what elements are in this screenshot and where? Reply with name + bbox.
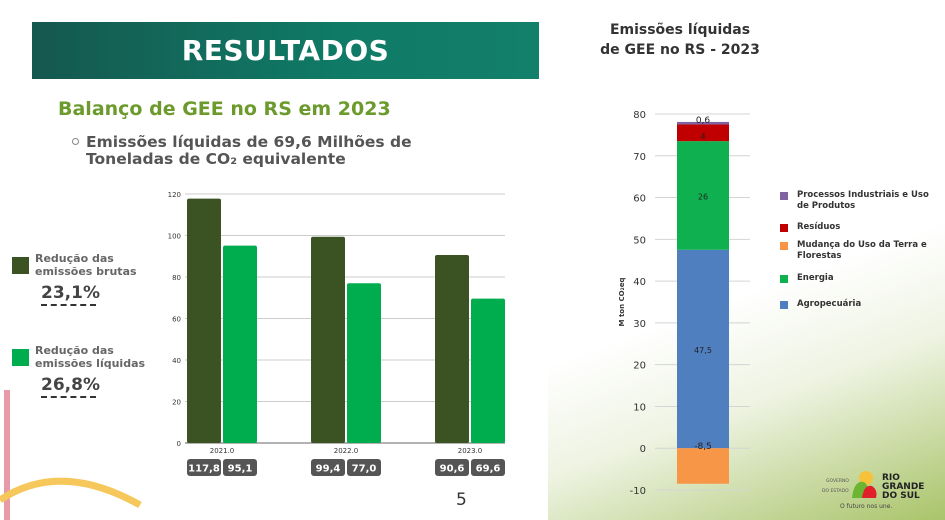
summary-label: Redução das emissões brutas: [35, 252, 137, 278]
value-label: 77,0: [352, 464, 377, 475]
svg-text:DO SUL: DO SUL: [882, 491, 920, 501]
value-label: 90,6: [440, 464, 465, 475]
bar: [311, 236, 345, 443]
y-tick-label: 0: [640, 444, 646, 455]
value-badge: [311, 459, 345, 476]
summary-value: 23,1%: [41, 283, 100, 306]
y-tick-label: 60: [172, 316, 181, 324]
svg-text:GOVERNO: GOVERNO: [826, 478, 849, 484]
bullet-text: Emissões líquidas de 69,6 Milhões de Ton…: [86, 133, 412, 168]
legend-swatch: [780, 242, 788, 250]
value-badge: [435, 459, 469, 476]
slide-subtitle: Balanço de GEE no RS em 2023: [58, 98, 391, 120]
summary-gross: Redução das emissões brutas 23,1%: [12, 252, 152, 306]
y-tick-label: 20: [633, 361, 646, 372]
bullet-icon: [72, 138, 79, 145]
y-tick-label: -10: [630, 486, 646, 497]
x-tick-label: 2022.0: [334, 447, 359, 455]
bar: [223, 245, 257, 443]
summary-net: Redução das emissões líquidas 26,8%: [12, 344, 152, 398]
segment-label: 47,5: [694, 346, 712, 355]
y-tick-label: 70: [633, 152, 646, 163]
value-badge: [223, 459, 257, 476]
chart-title: Emissões líquidas de GEE no RS - 2023: [600, 22, 760, 58]
bar: [347, 283, 381, 443]
bar-segment: [677, 249, 729, 449]
value-label: 95,1: [228, 464, 253, 475]
segment-label: 26: [698, 192, 708, 201]
y-tick-label: 50: [633, 235, 646, 246]
legend-item: Agropecuária: [780, 299, 930, 310]
svg-text:DO ESTADO: DO ESTADO: [822, 488, 849, 494]
bar-segment: [677, 448, 729, 484]
segment-label: 0,6: [696, 116, 711, 126]
value-label: 117,8: [188, 464, 220, 475]
y-tick-label: 100: [168, 233, 181, 241]
legend-swatch: [780, 275, 788, 283]
y-tick-label: 60: [633, 194, 646, 205]
legend-swatch: [780, 192, 788, 200]
y-axis-label: M ton CO₂eq: [618, 278, 626, 327]
y-tick-label: 80: [172, 274, 181, 282]
government-logo: GOVERNO DO ESTADO RIO GRANDE DO SUL O fu…: [818, 468, 928, 514]
y-tick-label: 40: [633, 277, 646, 288]
legend-swatch: [780, 224, 788, 232]
legend-label: Mudança do Uso da Terra e Florestas: [797, 240, 927, 261]
bar: [471, 298, 505, 443]
value-badge: [347, 459, 381, 476]
legend-item: Mudança do Uso da Terra e Florestas: [780, 240, 930, 262]
bar: [435, 255, 469, 443]
legend-swatch: [12, 349, 29, 366]
x-tick-label: 2023.0: [458, 447, 483, 455]
logo-slogan: O futuro nos une.: [840, 503, 892, 510]
y-tick-label: 80: [633, 110, 646, 121]
decorative-shapes: [0, 390, 142, 520]
y-tick-label: 120: [168, 191, 181, 199]
legend-label: Energia: [797, 273, 834, 283]
legend-swatch: [12, 257, 29, 274]
segment-label: 4: [700, 132, 705, 141]
bar-segment: [677, 121, 729, 125]
legend-item: Processos Industriais e Uso de Produtos: [780, 190, 930, 212]
y-tick-label: 40: [172, 357, 181, 365]
legend-item: Resíduos: [780, 222, 930, 233]
segment-label: -8,5: [694, 442, 712, 452]
svg-text:GRANDE: GRANDE: [882, 482, 924, 492]
legend-label: Resíduos: [797, 222, 841, 232]
y-tick-label: 30: [633, 319, 646, 330]
right-panel-background: [548, 0, 945, 520]
summary-label: Redução das emissões líquidas: [35, 344, 146, 370]
value-label: 99,4: [316, 464, 341, 475]
value-badge: [471, 459, 505, 476]
legend-label: Processos Industriais e Uso de Produtos: [797, 190, 929, 211]
section-banner: RESULTADOS: [32, 22, 539, 79]
y-tick-label: 10: [633, 402, 646, 413]
legend-swatch: [780, 301, 788, 309]
emissions-bar-chart: 0 20 40 60 80 100 120 117,8 95,1 2021.0 99,4 77,0 20…: [168, 191, 505, 476]
legend-item: Energia: [780, 273, 930, 284]
bar: [187, 198, 221, 443]
x-tick-label: 2021.0: [210, 447, 235, 455]
stacked-emissions-chart: -10 0 10 20 30 40 50 60 70 80 M ton CO₂eq 47,5 26 4 0,…: [618, 110, 750, 497]
bullet-item: Emissões líquidas de 69,6 Milhões de Ton…: [72, 134, 432, 168]
bar-segment: [677, 141, 729, 250]
bar-segment: [677, 124, 729, 142]
y-tick-label: 0: [177, 440, 181, 448]
page-number: 5: [456, 490, 467, 510]
value-badge: [187, 459, 221, 476]
value-label: 69,6: [476, 464, 501, 475]
legend-label: Agropecuária: [797, 299, 862, 309]
y-tick-label: 20: [172, 399, 181, 407]
svg-text:RIO: RIO: [882, 473, 900, 483]
summary-value: 26,8%: [41, 375, 100, 398]
